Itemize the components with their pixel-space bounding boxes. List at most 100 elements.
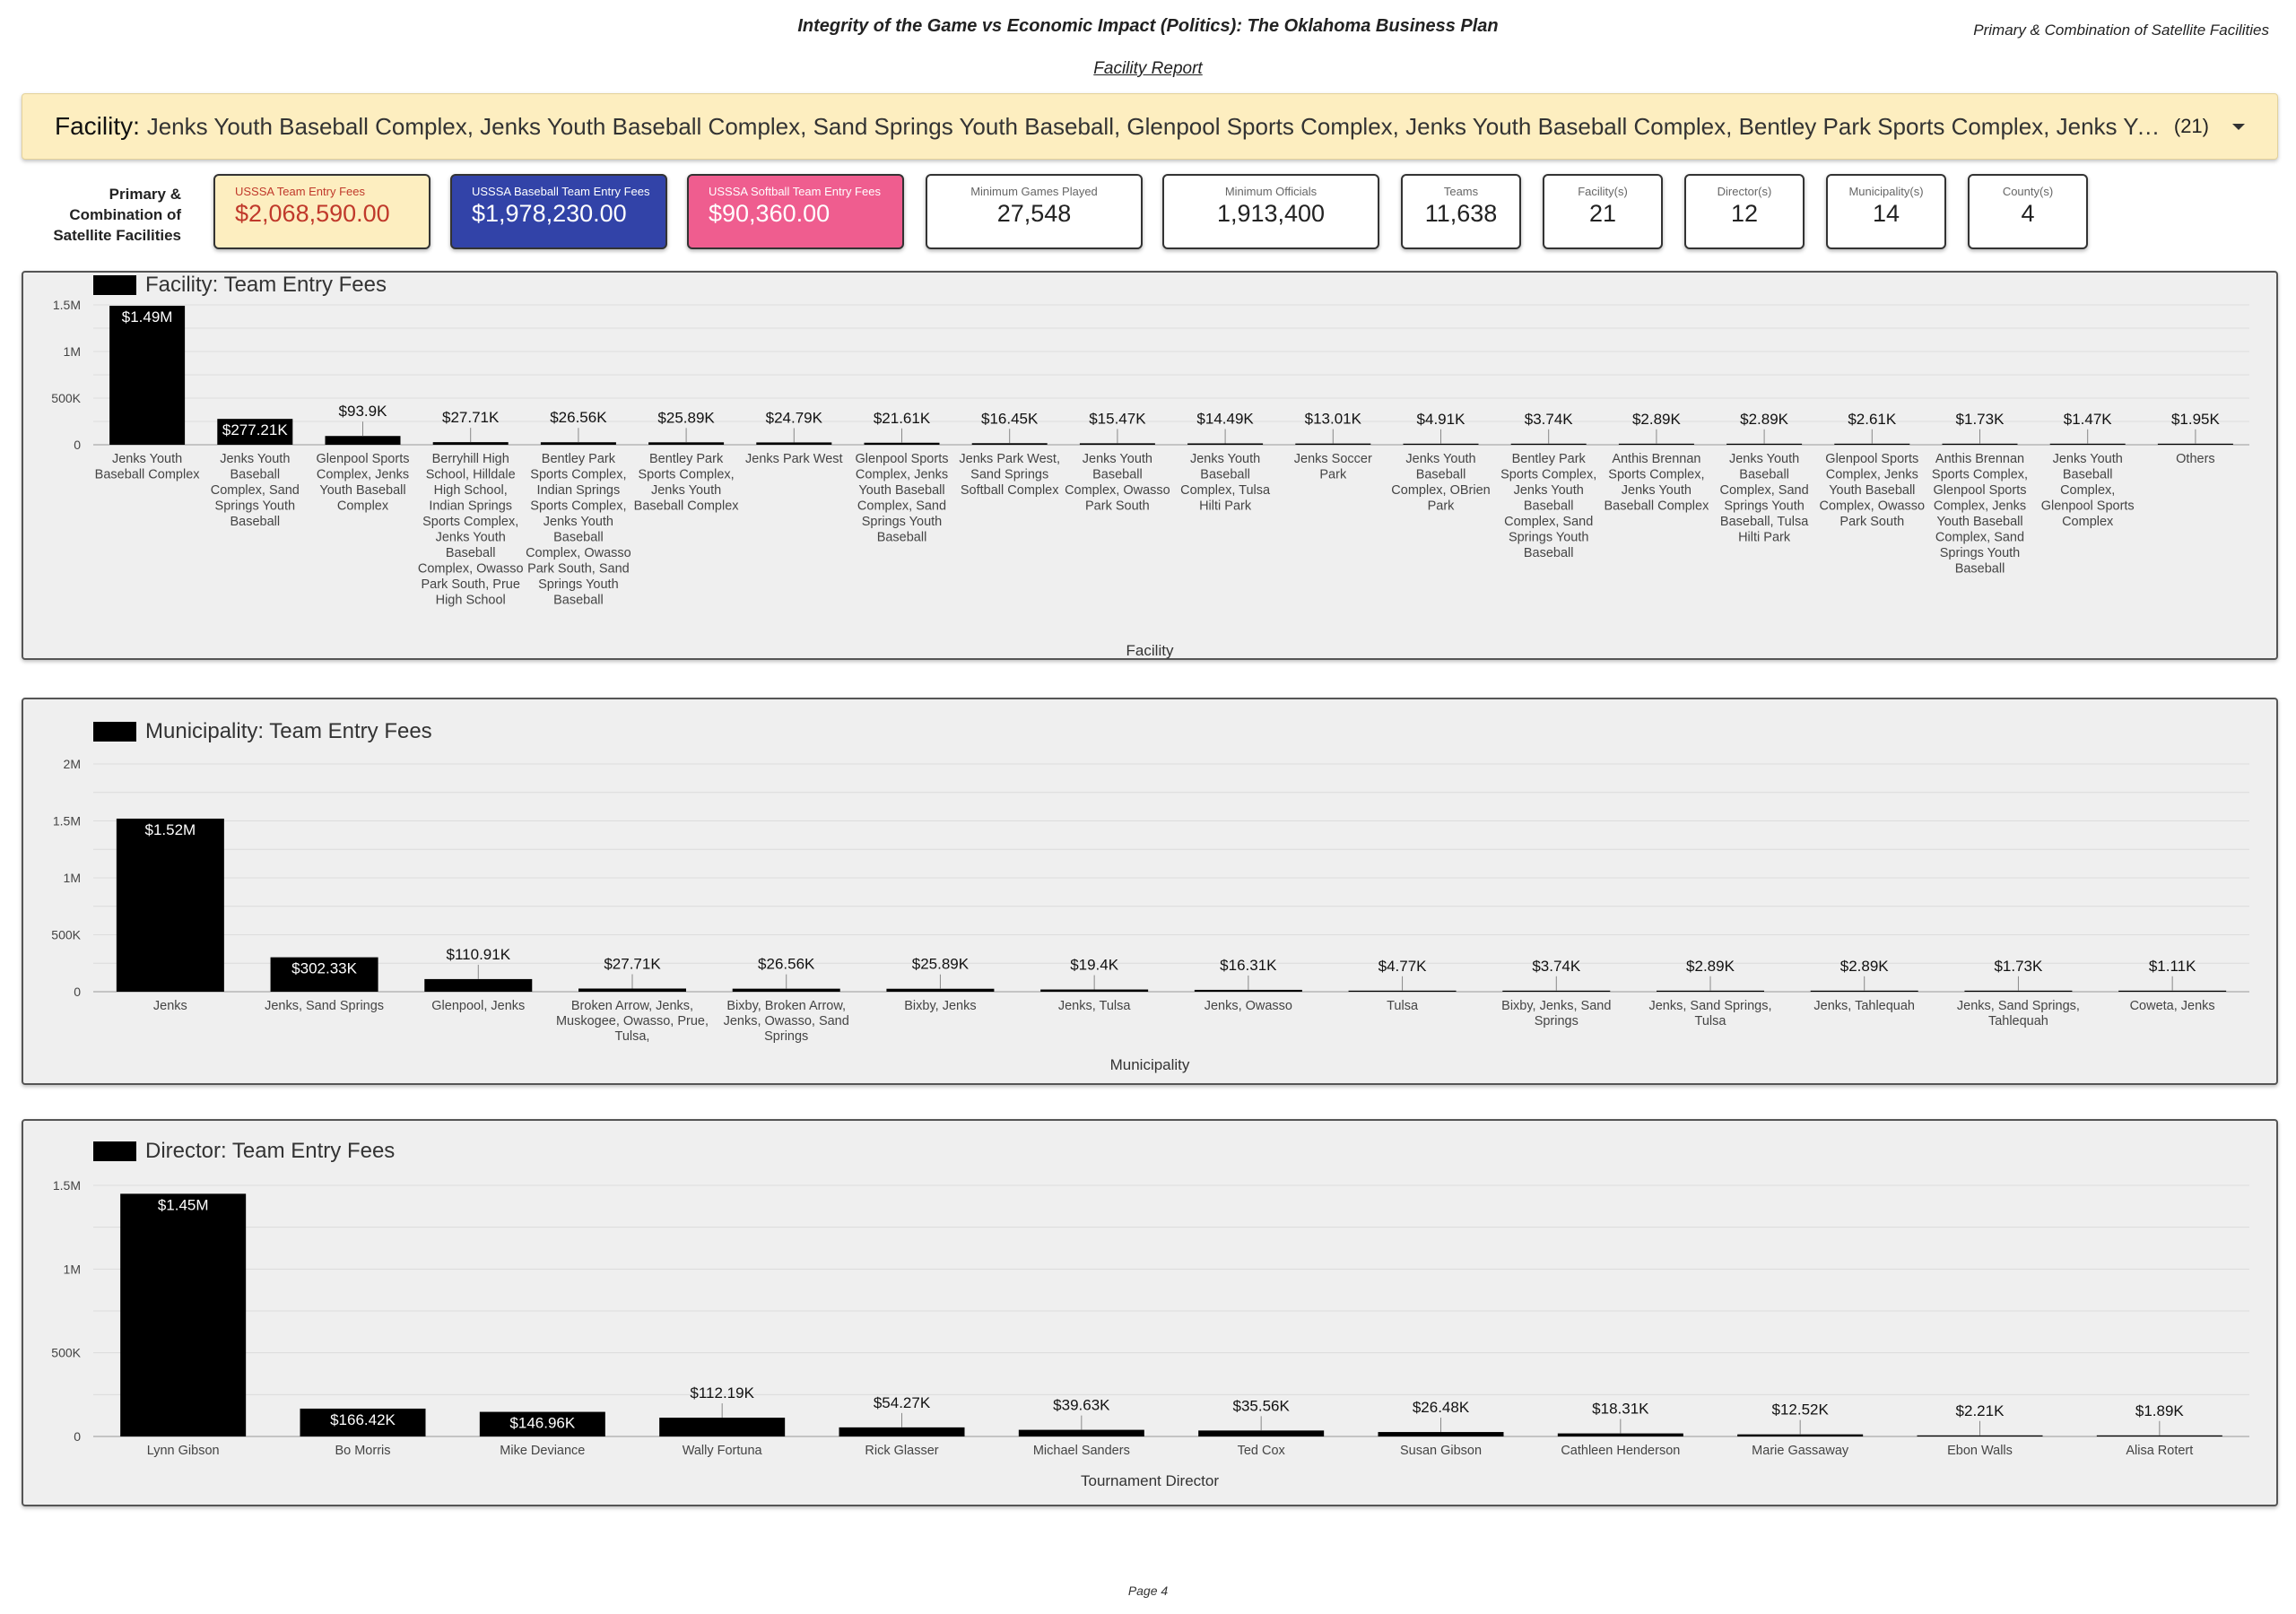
data-label: $26.56K xyxy=(758,956,815,973)
municipality-chart-panel: Municipality: Team Entry Fees 0 500K 1M 1.5… xyxy=(22,698,2278,1085)
data-label: $16.45K xyxy=(981,410,1039,427)
bar xyxy=(2118,990,2227,992)
facility-report-link[interactable]: Facility Report xyxy=(1093,59,1203,78)
category-label: Others xyxy=(2176,452,2215,466)
kpi-card-baseball-entry-fees[interactable]: USSSA Baseball Team Entry Fees $1,978,23… xyxy=(450,174,667,249)
facility-chart-panel: Facility: Team Entry Fees 0 500K 1M 1.5M $1.… xyxy=(22,271,2278,660)
municipality-bar-chart: 0 500K 1M 1.5M 2M $1.52M Jenks $302.33K Jenks, S… xyxy=(51,757,2249,1044)
page-subtitle: Primary & Combination of Satellite Facil… xyxy=(1973,22,2269,39)
category-label: Jenks, Tulsa xyxy=(1058,999,1132,1013)
facility-filter-dropdown[interactable]: Facility: Jenks Youth Baseball Complex, … xyxy=(22,93,2278,160)
category-label: Coweta, Jenks xyxy=(2130,999,2215,1013)
bar xyxy=(1040,989,1149,992)
municipality-chart-legend[interactable]: Municipality: Team Entry Fees xyxy=(93,719,432,744)
legend-swatch xyxy=(93,722,136,742)
data-label: $2.89K xyxy=(1740,411,1789,428)
y-tick-label: 500K xyxy=(51,391,81,405)
chevron-down-icon[interactable] xyxy=(2232,123,2245,130)
category-label: Marie Gassaway xyxy=(1752,1444,1849,1458)
data-label: $26.56K xyxy=(550,409,607,426)
data-label: $15.47K xyxy=(1089,410,1146,427)
category-label: Jenks Park West xyxy=(745,452,843,466)
data-label: $2.89K xyxy=(1632,411,1682,428)
category-label: Bentley Park Sports Complex, Jenks Youth Ba… xyxy=(634,452,740,514)
kpi-card-teams[interactable]: Teams 11,638 xyxy=(1401,174,1521,249)
bar xyxy=(109,306,186,445)
facility-filter-label: Facility xyxy=(55,112,134,140)
bar xyxy=(659,1418,786,1436)
data-label: $25.89K xyxy=(657,409,715,426)
category-label: Jenks, Sand Springs, Tulsa xyxy=(1648,999,1771,1028)
category-label: Jenks Youth Baseball Complex, Glenpool Spor… xyxy=(2041,452,2135,529)
category-label: Berryhill High School, Hilldale High Schoo… xyxy=(418,452,524,608)
data-label: $2.89K xyxy=(1686,958,1735,975)
kpi-card-minimum-officials[interactable]: Minimum Officials 1,913,400 xyxy=(1162,174,1379,249)
y-tick-label: 1M xyxy=(64,344,81,359)
category-label: Michael Sanders xyxy=(1033,1444,1130,1458)
legend-swatch xyxy=(93,1141,136,1161)
category-label: Anthis Brennan Sports Complex, Jenks Youth… xyxy=(1604,452,1709,514)
director-bar-chart: 0 500K 1M 1.5M $1.45M Lynn Gibson $166.42K Bo M… xyxy=(51,1178,2249,1458)
bar xyxy=(116,818,224,992)
y-tick-label: 1.5M xyxy=(53,298,81,312)
kpi-card-counties[interactable]: County(s) 4 xyxy=(1968,174,2088,249)
y-tick-label: 500K xyxy=(51,1346,81,1360)
kpi-card-softball-entry-fees[interactable]: USSSA Softball Team Entry Fees $90,360.0… xyxy=(687,174,904,249)
data-label: $1.52M xyxy=(145,821,196,838)
data-label: $302.33K xyxy=(291,960,357,977)
bar xyxy=(432,442,509,445)
facility-chart-legend[interactable]: Facility: Team Entry Fees xyxy=(93,273,387,298)
bar xyxy=(1502,990,1611,992)
category-label: Jenks Youth Baseball Complex, Tulsa Hilti P… xyxy=(1180,452,1271,514)
facility-filter-values: Jenks Youth Baseball Complex, Jenks Yout… xyxy=(146,112,2169,140)
bar xyxy=(839,1427,965,1436)
bar xyxy=(2157,443,2233,445)
page-number: Page 4 xyxy=(1127,1584,1169,1598)
bar xyxy=(1510,443,1587,445)
bar xyxy=(971,443,1048,445)
data-label: $4.77K xyxy=(1378,958,1428,975)
category-label: Ebon Walls xyxy=(1947,1444,2013,1458)
facility-x-axis-title: Facility xyxy=(1126,642,1174,659)
kpi-card-directors[interactable]: Director(s) 12 xyxy=(1684,174,1805,249)
bar xyxy=(1018,1429,1144,1436)
municipality-x-axis-title: Municipality xyxy=(1109,1056,1190,1073)
gridlines xyxy=(93,763,2249,993)
y-tick-label: 0 xyxy=(74,1429,81,1444)
data-label: $24.79K xyxy=(766,409,823,426)
bar xyxy=(217,419,293,445)
kpi-card-minimum-games[interactable]: Minimum Games Played 27,548 xyxy=(926,174,1143,249)
data-label: $146.96K xyxy=(509,1415,575,1432)
kpi-side-label: Primary & Combination of Satellite Facil… xyxy=(53,186,181,244)
category-label: Broken Arrow, Jenks, Muskogee, Owasso, Pr… xyxy=(556,999,709,1044)
category-label: Lynn Gibson xyxy=(147,1444,220,1458)
y-tick-label: 0 xyxy=(74,985,81,999)
data-label: $1.95K xyxy=(2171,411,2221,428)
kpi-card-municipalities[interactable]: Municipality(s) 14 xyxy=(1826,174,1946,249)
y-tick-label: 1M xyxy=(64,871,81,885)
kpi-card-team-entry-fees[interactable]: USSSA Team Entry Fees $2,068,590.00 xyxy=(213,174,430,249)
bar xyxy=(1834,443,1910,445)
data-label: $1.49M xyxy=(122,308,173,325)
data-label: $1.11K xyxy=(2149,958,2196,975)
bar xyxy=(1942,443,2018,445)
bar xyxy=(300,1408,426,1436)
category-label: Jenks, Owasso xyxy=(1205,999,1292,1013)
bar xyxy=(1964,990,2073,992)
category-label: Rick Glasser xyxy=(865,1444,938,1458)
facility-filter-count: (21) xyxy=(2173,115,2209,137)
category-label: Glenpool Sports Complex, Jenks Youth Baseb… xyxy=(317,452,410,514)
bar xyxy=(325,436,401,445)
bar xyxy=(1187,443,1264,445)
facility-bar-chart: 0 500K 1M 1.5M $1.49M Jenks Youth Baseball Com… xyxy=(51,298,2249,608)
bar xyxy=(1737,1434,1864,1436)
y-tick-label: 1M xyxy=(64,1262,81,1276)
kpi-card-facilities[interactable]: Facility(s) 21 xyxy=(1543,174,1663,249)
data-label: $27.71K xyxy=(442,409,500,426)
data-label: $3.74K xyxy=(1525,411,1574,428)
data-label: $12.52K xyxy=(1771,1401,1829,1419)
bar xyxy=(1657,990,1764,992)
data-label: $1.47K xyxy=(2064,411,2113,428)
category-label: Mike Deviance xyxy=(500,1444,585,1458)
director-chart-legend[interactable]: Director: Team Entry Fees xyxy=(93,1139,395,1164)
